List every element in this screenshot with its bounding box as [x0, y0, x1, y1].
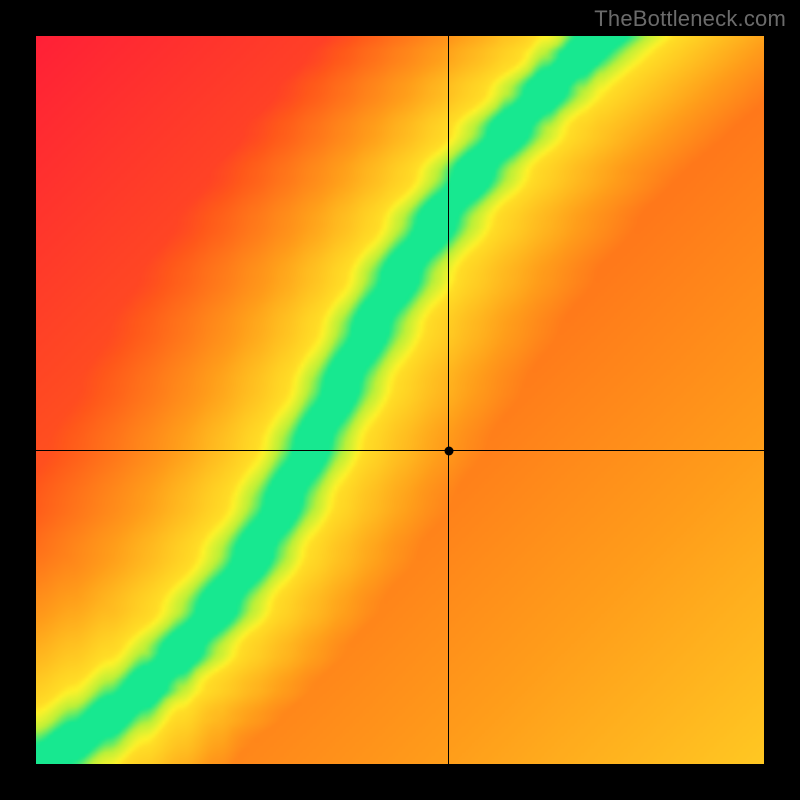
crosshair-horizontal [36, 450, 764, 451]
crosshair-vertical [448, 36, 449, 764]
plot-area [36, 36, 764, 764]
heatmap-canvas [36, 36, 764, 764]
chart-container: TheBottleneck.com [0, 0, 800, 800]
crosshair-marker [444, 446, 453, 455]
watermark-text: TheBottleneck.com [594, 6, 786, 32]
